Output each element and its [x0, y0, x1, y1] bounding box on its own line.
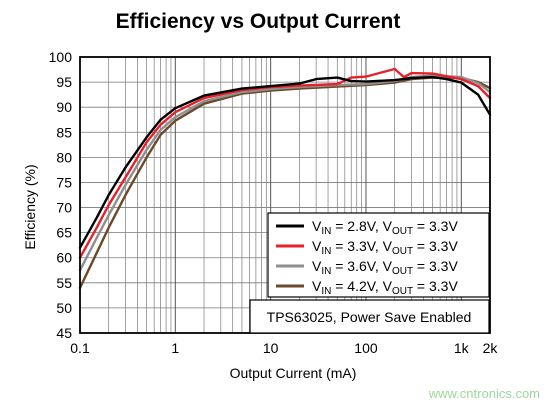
annotation-text: TPS63025, Power Save Enabled	[267, 309, 472, 325]
series-line	[78, 67, 492, 259]
y-tick-label: 50	[56, 300, 72, 316]
y-axis-label: Efficiency (%)	[22, 164, 38, 249]
y-tick-label: 85	[56, 124, 72, 140]
x-axis-label: Output Current (mA)	[230, 365, 357, 381]
y-tick-label: 60	[56, 250, 72, 266]
y-tick-label: 70	[56, 200, 72, 216]
x-tick-label: 1	[171, 340, 179, 356]
y-tick-label: 80	[56, 149, 72, 165]
y-tick-label: 100	[49, 49, 73, 65]
y-tick-labels: 45 50 55 60 65 70 75 80 85 90 95 100	[49, 49, 73, 341]
y-tick-label: 75	[56, 174, 72, 190]
legend-label: VIN = 2.8V, VOUT = 3.3V	[312, 218, 458, 237]
y-tick-label: 45	[56, 325, 72, 341]
annotation-frame	[249, 299, 490, 334]
legend-label: VIN = 4.2V, VOUT = 3.3V	[312, 278, 458, 297]
x-tick-label: 0.1	[70, 340, 90, 356]
x-tick-label: 100	[354, 340, 378, 356]
x-tick-label: 2k	[483, 340, 499, 356]
y-tick-label: 65	[56, 225, 72, 241]
series-lines	[78, 67, 492, 289]
watermark: www.cntronics.com	[428, 386, 540, 401]
legend-label: VIN = 3.3V, VOUT = 3.3V	[312, 238, 458, 257]
series-line	[78, 74, 492, 272]
x-tick-label: 1k	[454, 340, 470, 356]
chart-title: Efficiency vs Output Current	[116, 10, 401, 33]
series-line	[78, 75, 492, 249]
y-tick-label: 90	[56, 99, 72, 115]
x-tick-label: 10	[263, 340, 279, 356]
y-tick-label: 55	[56, 275, 72, 291]
annotation-box: TPS63025, Power Save Enabled	[249, 299, 490, 334]
legend-box	[267, 212, 490, 298]
x-tick-labels: 0.1 1 10 100 1k 2k	[70, 340, 498, 356]
y-tick-label: 95	[56, 74, 72, 90]
legend-label: VIN = 3.6V, VOUT = 3.3V	[312, 258, 458, 277]
